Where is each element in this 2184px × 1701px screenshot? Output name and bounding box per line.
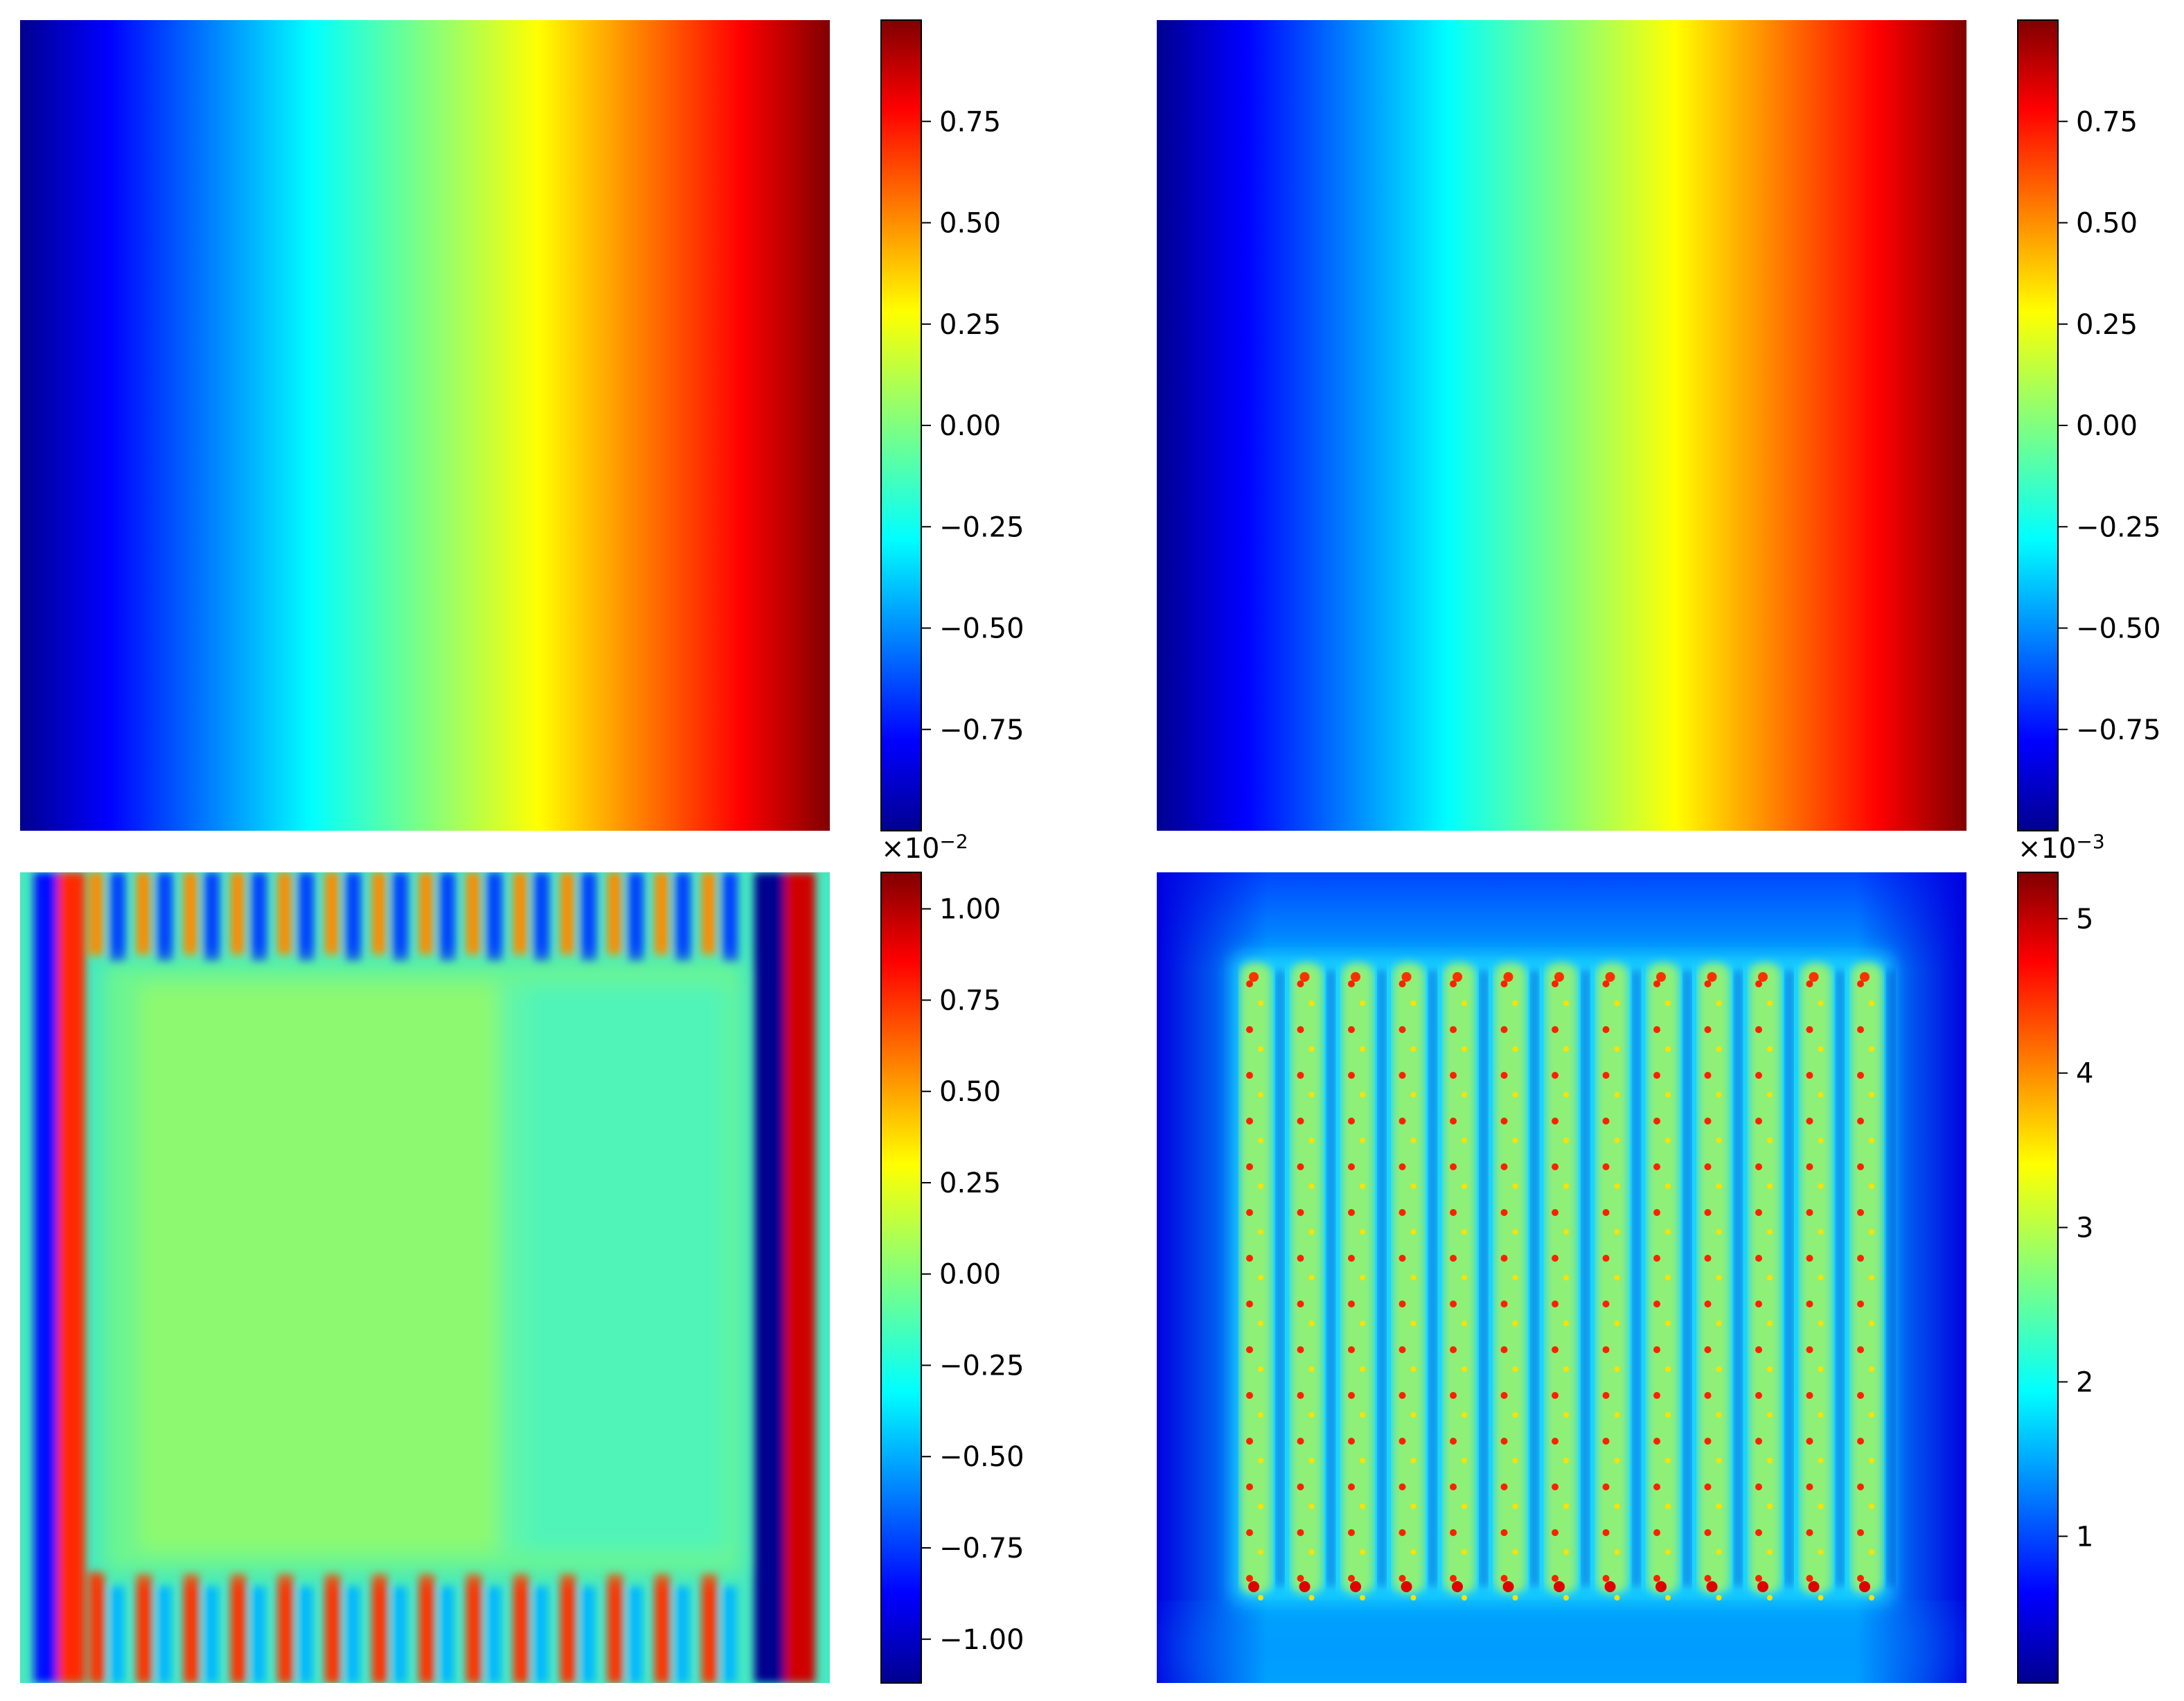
colorbar-tick-label: 0.00 [2076,410,2138,442]
colorbar-tick-label: −1.00 [939,1624,1024,1656]
colorbar-tick-label: 5 [2076,904,2093,935]
panel-top-left: −0.75 −0.50 −0.25 0.00 0.25 0.50 0.75 [20,19,1024,831]
heatmap-bottom-left [20,872,830,1683]
colorbar-tick-label: −0.75 [939,714,1024,746]
colorbar-tick-label: 0.25 [939,309,1001,341]
colorbar-tick-label: 0.25 [939,1167,1001,1199]
colorbar-ticks-top-right: −0.75 −0.50 −0.25 0.00 0.25 0.50 0.75 [2058,106,2161,746]
colorbar-tick-label: 1.00 [939,894,1001,926]
colorbar-tick-label: 0.50 [939,208,1001,240]
colorbar-bottom-right [2017,872,2059,1684]
colorbar-tick-label: −0.25 [939,1350,1024,1382]
colorbar-tick-label: 0.25 [2076,309,2138,341]
colorbar-tick-label: 0.00 [939,1259,1001,1291]
colorbar-tick-label: 0.50 [2076,208,2138,240]
panel-bottom-left: −1.00 −0.75 −0.50 −0.25 0.00 0.25 0.50 0.75 1.00… [20,830,1024,1684]
heatmap-top-left [20,20,830,831]
colorbar-tick-label: 0.00 [939,410,1001,442]
colorbar-tick-label: 0.75 [939,985,1001,1016]
colorbar-tick-label: −0.50 [2076,613,2161,645]
colorbar-top-right [2017,19,2059,831]
colorbar-tick-label: −0.75 [939,1533,1024,1565]
colorbar-tick-label: −0.50 [939,1441,1024,1473]
colorbar-ticks-top-left: −0.75 −0.50 −0.25 0.00 0.25 0.50 0.75 [921,106,1024,746]
colorbar-ticks-bottom-left: −1.00 −0.75 −0.50 −0.25 0.00 0.25 0.50 0.75 1.00 [921,894,1024,1656]
colorbar-tick-label: −0.50 [939,613,1024,645]
colorbar-multiplier-bottom-left: ×10−2 [881,830,968,865]
inner-plateau [104,963,741,1573]
colorbar-bottom-left [880,872,922,1684]
colorbar-tick-label: −0.25 [2076,511,2161,543]
colorbar-tick-label: 2 [2076,1366,2093,1398]
colorbar-tick-label: 0.75 [939,106,1001,138]
colorbar-tick-label: 3 [2076,1213,2093,1244]
colorbar-multiplier-bottom-right: ×10−3 [2018,830,2105,865]
colorbar-tick-label: 0.50 [939,1076,1001,1108]
colorbar-tick-label: −0.25 [939,511,1024,543]
colorbar-tick-label: 4 [2076,1058,2093,1090]
colorbar-tick-label: −0.75 [2076,714,2161,746]
heatmap-bottom-right [1157,872,1967,1683]
heatmap-top-right [1157,20,1967,831]
colorbar-top-left [880,19,922,831]
colorbar-ticks-bottom-right: 1 2 3 4 5 [2058,904,2093,1553]
colorbar-tick-label: 1 [2076,1521,2093,1553]
colorbar-tick-label: 0.75 [2076,106,2138,138]
panel-bottom-right: 1 2 3 4 5 ×10−3 [1157,830,2105,1684]
panel-top-right: −0.75 −0.50 −0.25 0.00 0.25 0.50 0.75 [1157,19,2161,831]
